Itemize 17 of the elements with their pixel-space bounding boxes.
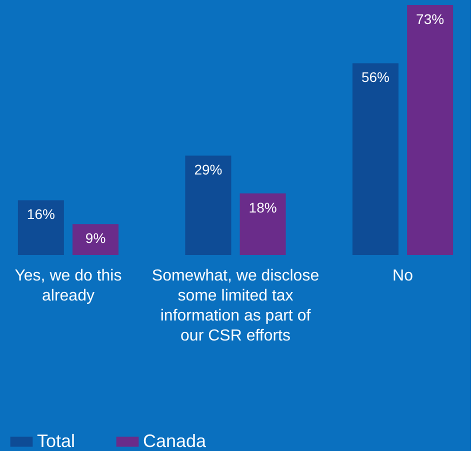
data-label: 56%	[361, 69, 390, 86]
data-label: 29%	[194, 162, 222, 178]
data-label: 18%	[248, 199, 277, 216]
legend-label: Canada	[143, 430, 208, 451]
data-label: 16%	[26, 206, 55, 222]
x-tick-label: Somewhat, we disclose some limited tax information as part of our CSR efforts	[152, 268, 320, 344]
data-label: 9%	[85, 230, 106, 246]
bar	[18, 200, 64, 255]
bar	[352, 63, 398, 255]
legend-label: Total	[37, 430, 76, 451]
bar	[72, 224, 119, 255]
bar	[407, 5, 454, 255]
data-label: 73%	[416, 11, 444, 27]
x-tick-label: Yes, we do this already	[14, 268, 122, 304]
bar	[185, 156, 232, 255]
bar	[240, 193, 286, 255]
x-tick-label: No	[392, 268, 414, 284]
